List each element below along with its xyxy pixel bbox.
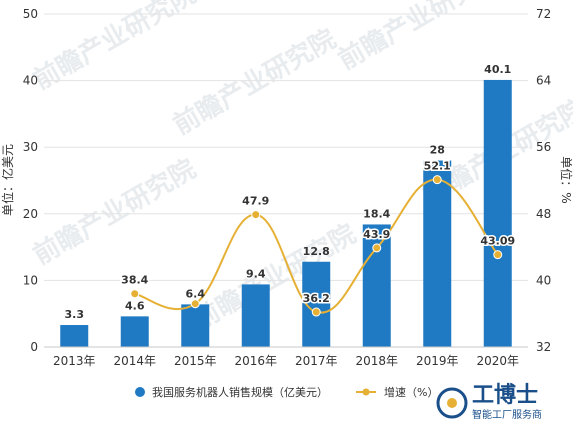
bar (241, 284, 270, 347)
x-tick-label: 2014年 (113, 354, 156, 368)
y-right-tick-label: 64 (536, 74, 551, 88)
bar-value-label: 28 (430, 144, 445, 157)
x-tick-label: 2017年 (295, 354, 338, 368)
x-tick-label: 2015年 (174, 354, 217, 368)
bar-value-label: 40.1 (484, 63, 511, 76)
bar-value-label: 3.3 (65, 308, 85, 321)
y-left-tick-label: 0 (30, 340, 38, 354)
watermark-text: 前瞻产业研究院 (28, 153, 201, 271)
y-left-tick-label: 10 (23, 273, 38, 287)
legend-line-label: 增速（%） (384, 385, 438, 399)
y-right-axis-label: 单位：% (559, 156, 573, 203)
data-labels: 3.3 4.6 6.4 9.4 12.8 18.4 28 40.1 38.4 47.9 36.2 43… (65, 63, 517, 321)
brand-tagline: 智能工厂服务商 (472, 408, 542, 421)
watermark-text: 前瞻产业研究院 (168, 23, 341, 141)
legend: 我国服务机器人销售规模（亿美元） 增速（%） (135, 385, 438, 399)
line-point (372, 243, 382, 253)
line-value-label: 38.4 (121, 274, 148, 287)
line-point (493, 250, 503, 260)
x-tick-label: 2013年 (53, 354, 96, 368)
brand-logo-dot (447, 398, 457, 408)
y-left-tick-label: 40 (23, 74, 38, 88)
y-left-axis-label: 单位：亿美元 (0, 144, 15, 216)
line-value-label: 43.9 (363, 228, 390, 241)
y-right-tick-label: 32 (536, 340, 551, 354)
y-left-tick-label: 30 (23, 140, 38, 154)
bar-value-label: 4.6 (125, 299, 145, 312)
y-left-tick-label: 20 (23, 207, 38, 221)
bar (60, 325, 89, 347)
line-value-label: 43.09 (480, 235, 515, 248)
brand-name: 工博士 (472, 382, 538, 408)
line-point (311, 307, 321, 317)
line-value-label: 36.2 (303, 292, 330, 305)
axes: 0 10 20 30 40 50 32 40 48 56 64 72 2013年 2014年 2015年 20… (23, 7, 552, 368)
legend-line-dot (362, 388, 370, 396)
y-right-tick-label: 72 (536, 7, 551, 21)
bar-value-label: 18.4 (363, 207, 390, 220)
bar (483, 79, 512, 348)
y-left-tick-label: 50 (23, 7, 38, 21)
legend-bar-label: 我国服务机器人销售规模（亿美元） (152, 385, 328, 399)
y-right-tick-label: 40 (536, 273, 551, 287)
line-point (130, 289, 140, 299)
x-tick-label: 2016年 (234, 354, 277, 368)
watermark-text: 前瞻产业研究院 (333, 0, 506, 76)
bar-value-label: 9.4 (246, 267, 266, 280)
brand-logo-icon (436, 387, 468, 419)
bar-value-label: 12.8 (303, 245, 330, 258)
bar (423, 160, 452, 347)
line-point (190, 299, 200, 309)
line-point (251, 210, 261, 220)
line-series (130, 175, 503, 317)
x-tick-label: 2018年 (355, 354, 398, 368)
line-value-label: 52.1 (424, 160, 451, 173)
line-value-label: 47.9 (242, 195, 269, 208)
y-right-tick-label: 56 (536, 140, 551, 154)
line-point (432, 175, 442, 185)
y-right-tick-label: 48 (536, 207, 551, 221)
legend-bar-marker (135, 387, 145, 397)
bar (362, 224, 391, 347)
bar-value-label: 6.4 (186, 287, 206, 300)
x-tick-label: 2020年 (476, 354, 519, 368)
brand-logo: 工博士 智能工厂服务商 (436, 382, 542, 421)
bar (120, 316, 149, 347)
bar (181, 304, 210, 347)
x-tick-label: 2019年 (416, 354, 459, 368)
